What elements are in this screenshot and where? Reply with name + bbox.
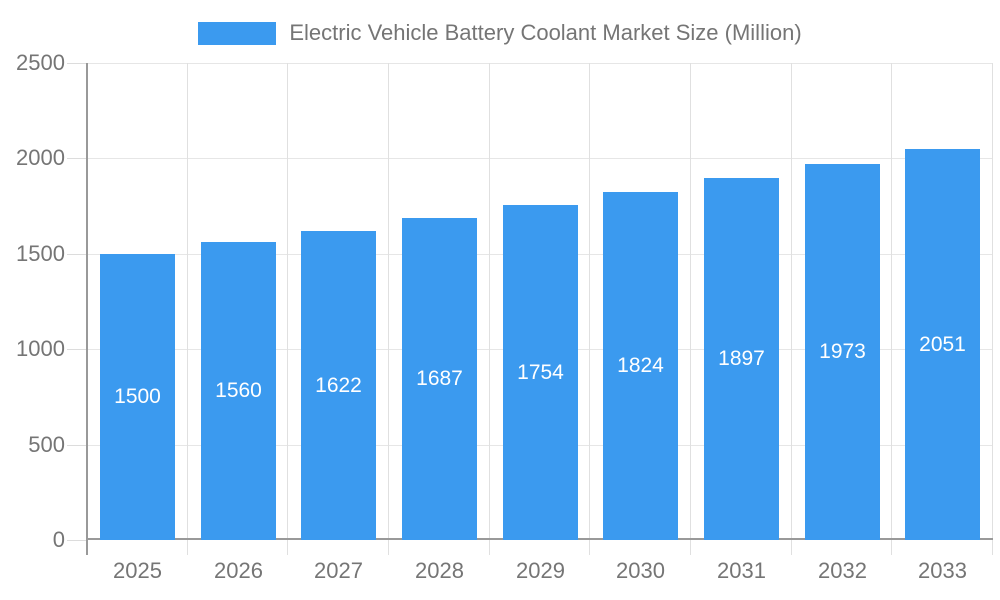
bar: 1560 xyxy=(201,242,276,540)
bar-value-label: 1754 xyxy=(517,360,564,384)
legend-item[interactable]: Electric Vehicle Battery Coolant Market … xyxy=(0,20,1000,46)
y-axis-tick xyxy=(67,254,87,255)
bar-value-label: 1824 xyxy=(617,354,664,377)
gridline-vertical xyxy=(489,63,490,555)
gridline-vertical xyxy=(388,63,389,555)
bar-value-label: 1973 xyxy=(819,340,866,363)
bar-value-label: 1687 xyxy=(416,367,463,390)
bar-value-label: 2051 xyxy=(919,332,966,356)
gridline-vertical xyxy=(791,63,792,555)
y-axis-tick-label: 2000 xyxy=(16,145,65,170)
gridline-horizontal xyxy=(87,63,993,64)
gridline-vertical xyxy=(187,63,188,555)
gridline-horizontal xyxy=(87,158,993,159)
legend-label: Electric Vehicle Battery Coolant Market … xyxy=(289,20,802,45)
x-axis-tick-label: 2026 xyxy=(214,558,263,583)
y-axis-tick xyxy=(67,63,87,64)
x-axis-tick-label: 2025 xyxy=(113,558,162,583)
bar-value-label: 1622 xyxy=(315,373,362,397)
y-axis-line xyxy=(86,63,88,555)
gridline-vertical xyxy=(992,63,993,555)
y-axis-tick-label: 500 xyxy=(28,432,65,457)
y-axis-tick-label: 2500 xyxy=(16,50,65,75)
bar: 1824 xyxy=(603,192,678,540)
bar: 2051 xyxy=(905,149,980,540)
y-axis-tick-label: 1500 xyxy=(16,241,65,266)
gridline-vertical xyxy=(589,63,590,555)
bar: 1622 xyxy=(301,231,376,540)
bar-value-label: 1560 xyxy=(215,379,262,402)
bar: 1500 xyxy=(100,254,175,540)
y-axis-tick xyxy=(67,349,87,350)
bar: 1897 xyxy=(704,178,779,540)
gridline-vertical xyxy=(287,63,288,555)
x-axis-tick-label: 2029 xyxy=(516,558,565,583)
x-axis-tick-label: 2028 xyxy=(415,558,464,583)
y-axis-tick-label: 0 xyxy=(52,527,65,552)
legend-swatch xyxy=(198,21,277,45)
gridline-vertical xyxy=(891,63,892,555)
x-axis-tick-label: 2033 xyxy=(918,558,967,583)
y-axis-tick xyxy=(67,158,87,159)
bar-value-label: 1500 xyxy=(114,385,161,408)
x-axis-tick-label: 2031 xyxy=(717,558,766,583)
bar: 1754 xyxy=(503,205,578,540)
plot-area: 0 500 1000 1500 2000 2500 1500 1560 1622 1687 1754… xyxy=(16,50,993,583)
y-axis-tick xyxy=(67,445,87,446)
x-axis-tick-label: 2032 xyxy=(818,558,867,583)
bar: 1973 xyxy=(805,164,880,540)
y-axis-tick-label: 1000 xyxy=(16,336,65,361)
bar-value-label: 1897 xyxy=(718,347,765,370)
x-axis-tick-label: 2030 xyxy=(616,558,665,583)
y-axis-tick xyxy=(67,540,87,541)
x-axis-tick-label: 2027 xyxy=(314,558,363,583)
gridline-vertical xyxy=(690,63,691,555)
bar: 1687 xyxy=(402,218,477,540)
